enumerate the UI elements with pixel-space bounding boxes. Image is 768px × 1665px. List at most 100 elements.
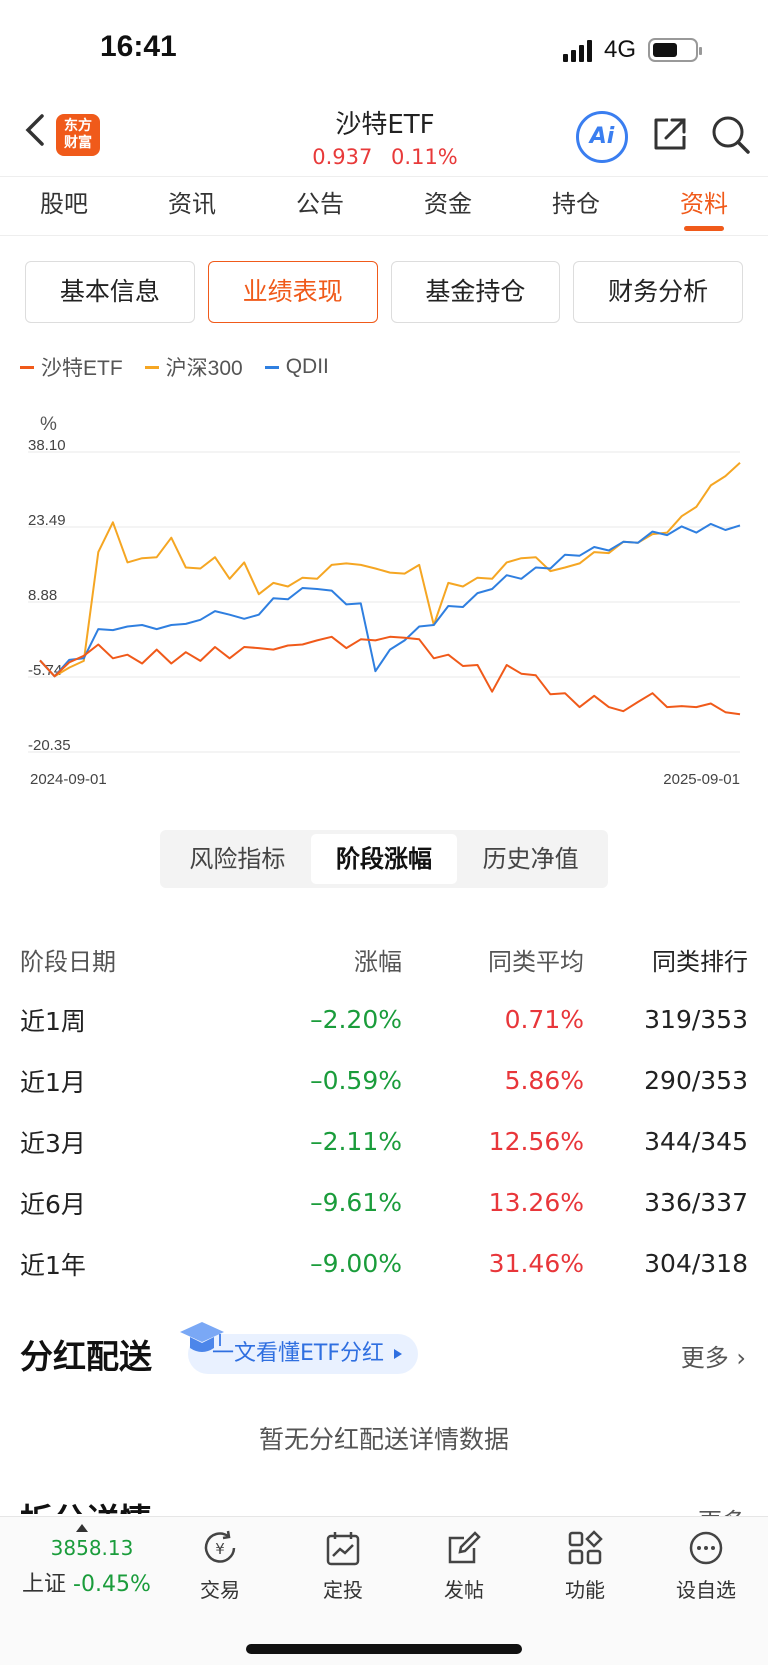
return-value: –0.59% [310,1066,402,1095]
return-value: –2.20% [310,1005,402,1034]
index-expand-icon[interactable] [76,1524,88,1532]
header-peer-average: 同类平均 [488,947,584,976]
return-value: –2.11% [310,1127,402,1156]
index-change: -0.45% [73,1572,151,1597]
subtab-risk-metrics[interactable]: 风险指标 [189,845,286,873]
tab-news[interactable]: 资讯 [168,190,216,218]
nav-label: 设自选 [676,1578,736,1602]
peer-rank-value: 319/353 [644,1005,748,1034]
legend-label: 沪深300 [165,357,243,380]
nav-label: 定投 [323,1578,363,1602]
segment-basic-info[interactable]: 基本信息 [25,261,195,323]
calendar-chart-icon [326,1532,360,1566]
app-logo[interactable]: 东方 财富 [56,114,100,156]
period-label: 近1周 [20,1006,86,1036]
dividend-section-title: 分红配送 [20,1337,152,1376]
nav-post[interactable]: 发帖 [414,1528,514,1603]
subtab-nav-history[interactable]: 历史净值 [482,845,579,873]
signal-icon [562,38,592,62]
logo-text-2: 财富 [64,135,92,151]
grid-icon [568,1530,603,1565]
y-tick-label: -20.35 [28,737,71,754]
segment-performance[interactable]: 业绩表现 [207,261,378,323]
table-row: 近6月 –9.61% 13.26% 336/337 [20,1172,748,1233]
more-label: 更多 [680,1344,729,1372]
tab-holdings[interactable]: 持仓 [552,190,600,218]
index-name-change: 上证 -0.45% [22,1566,162,1598]
edit-icon [448,1531,481,1564]
y-axis-unit: % [40,414,57,435]
peer-rank-value: 290/353 [644,1066,748,1095]
period-label: 近1月 [20,1067,86,1097]
tab-profile[interactable]: 资料 [640,177,768,235]
legend-label: QDII [285,355,329,378]
segment-financial-analysis[interactable]: 财务分析 [573,261,743,323]
home-indicator[interactable] [246,1644,522,1654]
network-type: 4G [603,36,636,63]
subtab-period-returns[interactable]: 阶段涨幅 [310,834,458,884]
series-line-hs300 [39,462,741,678]
split-section-title: 拆分详情 [20,1494,152,1514]
table-header: 阶段日期 涨幅 同类平均 同类排行 [20,935,748,983]
more-circle-icon [689,1531,723,1565]
search-icon[interactable] [710,114,752,156]
peer-rank-value: 336/337 [644,1188,748,1217]
peer-average-value: 0.71% [504,1005,584,1034]
table-row: 近1年 –9.00% 31.46% 304/318 [20,1233,748,1294]
nav-trade[interactable]: ¥ 交易 [170,1528,270,1603]
period-label: 近6月 [20,1189,86,1219]
legend-item-hs300: 沪深300 [144,352,243,382]
share-icon[interactable] [650,114,690,154]
legend-item-qdii: QDII [264,352,329,382]
table-row: 近1周 –2.20% 0.71% 319/353 [20,989,748,1050]
header-peer-rank: 同类排行 [652,947,748,976]
trade-icon: ¥ [204,1530,236,1563]
graduation-cap-icon [180,1322,224,1352]
table-row: 近1月 –0.59% 5.86% 290/353 [20,1050,748,1111]
x-tick-label: 2024-09-01 [30,771,107,788]
period-label: 近1年 [20,1250,86,1280]
fund-title: 沙特ETF [335,110,435,140]
market-index-ticker[interactable]: 3858.13 上证 -0.45% [22,1536,162,1598]
y-tick-label: 23.49 [28,512,66,529]
fund-price: 0.937 [312,145,373,169]
nav-label: 功能 [565,1578,605,1602]
back-icon[interactable] [22,112,48,157]
return-value: –9.00% [310,1249,402,1278]
series-line-fund [39,635,741,716]
dividend-more-link[interactable]: 更多 › [680,1344,746,1372]
peer-average-value: 31.46% [488,1249,584,1278]
dividend-empty-message: 暂无分红配送详情数据 [258,1425,509,1454]
battery-icon [648,38,702,62]
tab-funds-flow[interactable]: 资金 [424,190,472,218]
return-value: –9.61% [310,1188,402,1217]
main-tabs: 股吧 资讯 公告 资金 持仓 资料 [0,176,768,236]
nav-functions[interactable]: 功能 [535,1528,635,1603]
status-indicators: 4G [562,36,702,64]
index-name: 上证 [22,1572,67,1597]
nav-add-watchlist[interactable]: 设自选 [656,1528,756,1603]
svg-text:¥: ¥ [215,1540,225,1558]
fund-header: 沙特ETF 0.937 0.11% [250,104,520,169]
split-more-link[interactable]: 更多 [698,1502,746,1516]
performance-sub-tabs: 风险指标 阶段涨幅 历史净值 [160,830,608,888]
nav-label: 发帖 [444,1578,484,1602]
table-row: 近3月 –2.11% 12.56% 344/345 [20,1111,748,1172]
profile-segments: 基本信息 业绩表现 基金持仓 财务分析 [25,261,743,323]
tab-announcements[interactable]: 公告 [296,190,344,218]
legend-item-fund: 沙特ETF [20,352,123,382]
nav-fixed-investment[interactable]: 定投 [293,1528,393,1603]
peer-average-value: 5.86% [504,1066,584,1095]
x-tick-label: 2025-09-01 [663,771,740,788]
nav-label: 交易 [200,1578,240,1602]
header-period: 阶段日期 [20,947,116,976]
tab-guba[interactable]: 股吧 [40,190,88,218]
segment-fund-holdings[interactable]: 基金持仓 [390,261,561,323]
ai-assistant-button[interactable]: Ai [576,111,628,163]
peer-average-value: 12.56% [488,1127,584,1156]
series-line-qdii [39,522,741,678]
dividend-guide-link[interactable]: 一文看懂ETF分红 [188,1334,418,1374]
bottom-toolbar [0,1516,768,1665]
period-returns-table: 阶段日期 涨幅 同类平均 同类排行 近1周 –2.20% 0.71% 319/3… [20,935,748,1294]
